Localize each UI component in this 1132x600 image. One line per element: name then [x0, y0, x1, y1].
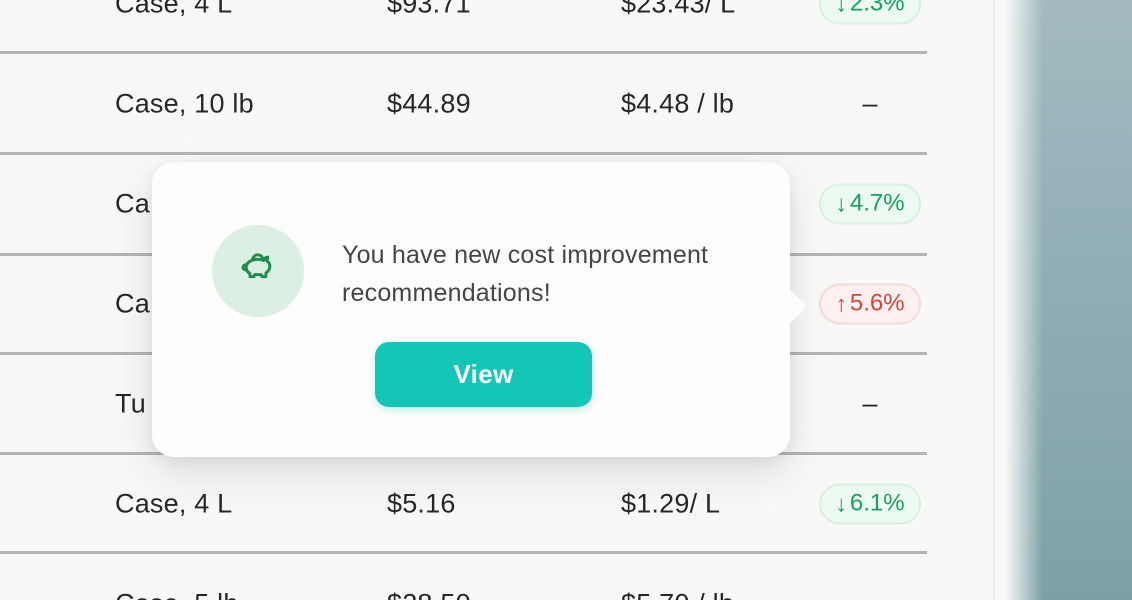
change-cell: –: [806, 389, 934, 420]
price-cell: $44.89: [387, 88, 471, 119]
unit-price-cell: $1.29/ L: [621, 488, 721, 519]
change-badge: ↓ 4.7%: [819, 183, 921, 225]
unit-price-cell: $4.48 / lb: [621, 88, 735, 119]
view-button[interactable]: View: [375, 342, 592, 407]
table-row: Tu –: [0, 354, 927, 454]
change-cell: ↓ 6.1%: [806, 483, 934, 525]
price-cell: $28.50: [387, 589, 471, 600]
change-badge: ↓ 6.1%: [819, 483, 921, 525]
change-value: 6.1%: [849, 489, 905, 517]
price-cell: $93.71: [387, 0, 471, 19]
background-photo: [1005, 0, 1132, 600]
row-divider: [0, 152, 927, 155]
popup-message: You have new cost improvement recommenda…: [342, 241, 709, 307]
change-badge: ↑ 5.6%: [819, 283, 921, 325]
table-row: Case, 4 L $5.16 $1.29/ L ↓ 6.1%: [0, 454, 927, 554]
change-cell: –: [806, 89, 934, 120]
content-edge-divider: [993, 0, 995, 600]
pack-size-cell: Ca: [115, 188, 150, 219]
table-row: Case, 4 L $93.71 $23.43/ L ↓ 2.3%: [0, 0, 927, 54]
table-row: Case, 10 lb $44.89 $4.48 / lb –: [0, 54, 927, 154]
piggy-bank-icon: [212, 225, 304, 317]
change-value: 5.6%: [849, 289, 905, 317]
arrow-up-icon: ↑: [835, 290, 847, 316]
pack-size-cell: Tu: [115, 388, 146, 419]
pack-size-cell: Case, 4 L: [115, 0, 233, 19]
table-row: Case, 5 lb $28.50 $5.70 / lb: [0, 554, 927, 600]
row-divider: [0, 51, 927, 54]
pack-size-cell: Ca: [115, 288, 150, 319]
change-cell: ↓ 2.3%: [806, 0, 934, 25]
no-change-dash: –: [862, 388, 878, 419]
table-row: Ca ↑ 5.6%: [0, 254, 927, 354]
unit-price-cell: $5.70 / lb: [621, 589, 734, 600]
unit-price-cell: $23.43/ L: [621, 0, 736, 19]
change-badge: ↓ 2.3%: [819, 0, 921, 25]
table-row: Ca ↓ 4.7%: [0, 154, 927, 254]
arrow-down-icon: ↓: [835, 0, 847, 16]
arrow-down-icon: ↓: [835, 490, 847, 516]
pack-size-cell: Case, 10 lb: [115, 88, 254, 119]
no-change-dash: –: [862, 88, 878, 119]
change-cell: ↓ 4.7%: [806, 183, 934, 225]
row-divider: [0, 551, 927, 554]
price-cell: $5.16: [387, 488, 456, 519]
change-value: 2.3%: [849, 0, 905, 17]
pack-size-cell: Case, 4 L: [115, 488, 233, 519]
change-cell: ↑ 5.6%: [806, 283, 934, 325]
change-value: 4.7%: [849, 189, 905, 217]
notification-popup: You have new cost improvement recommenda…: [152, 162, 808, 457]
pack-size-cell: Case, 5 lb: [115, 589, 239, 600]
arrow-down-icon: ↓: [835, 190, 847, 216]
